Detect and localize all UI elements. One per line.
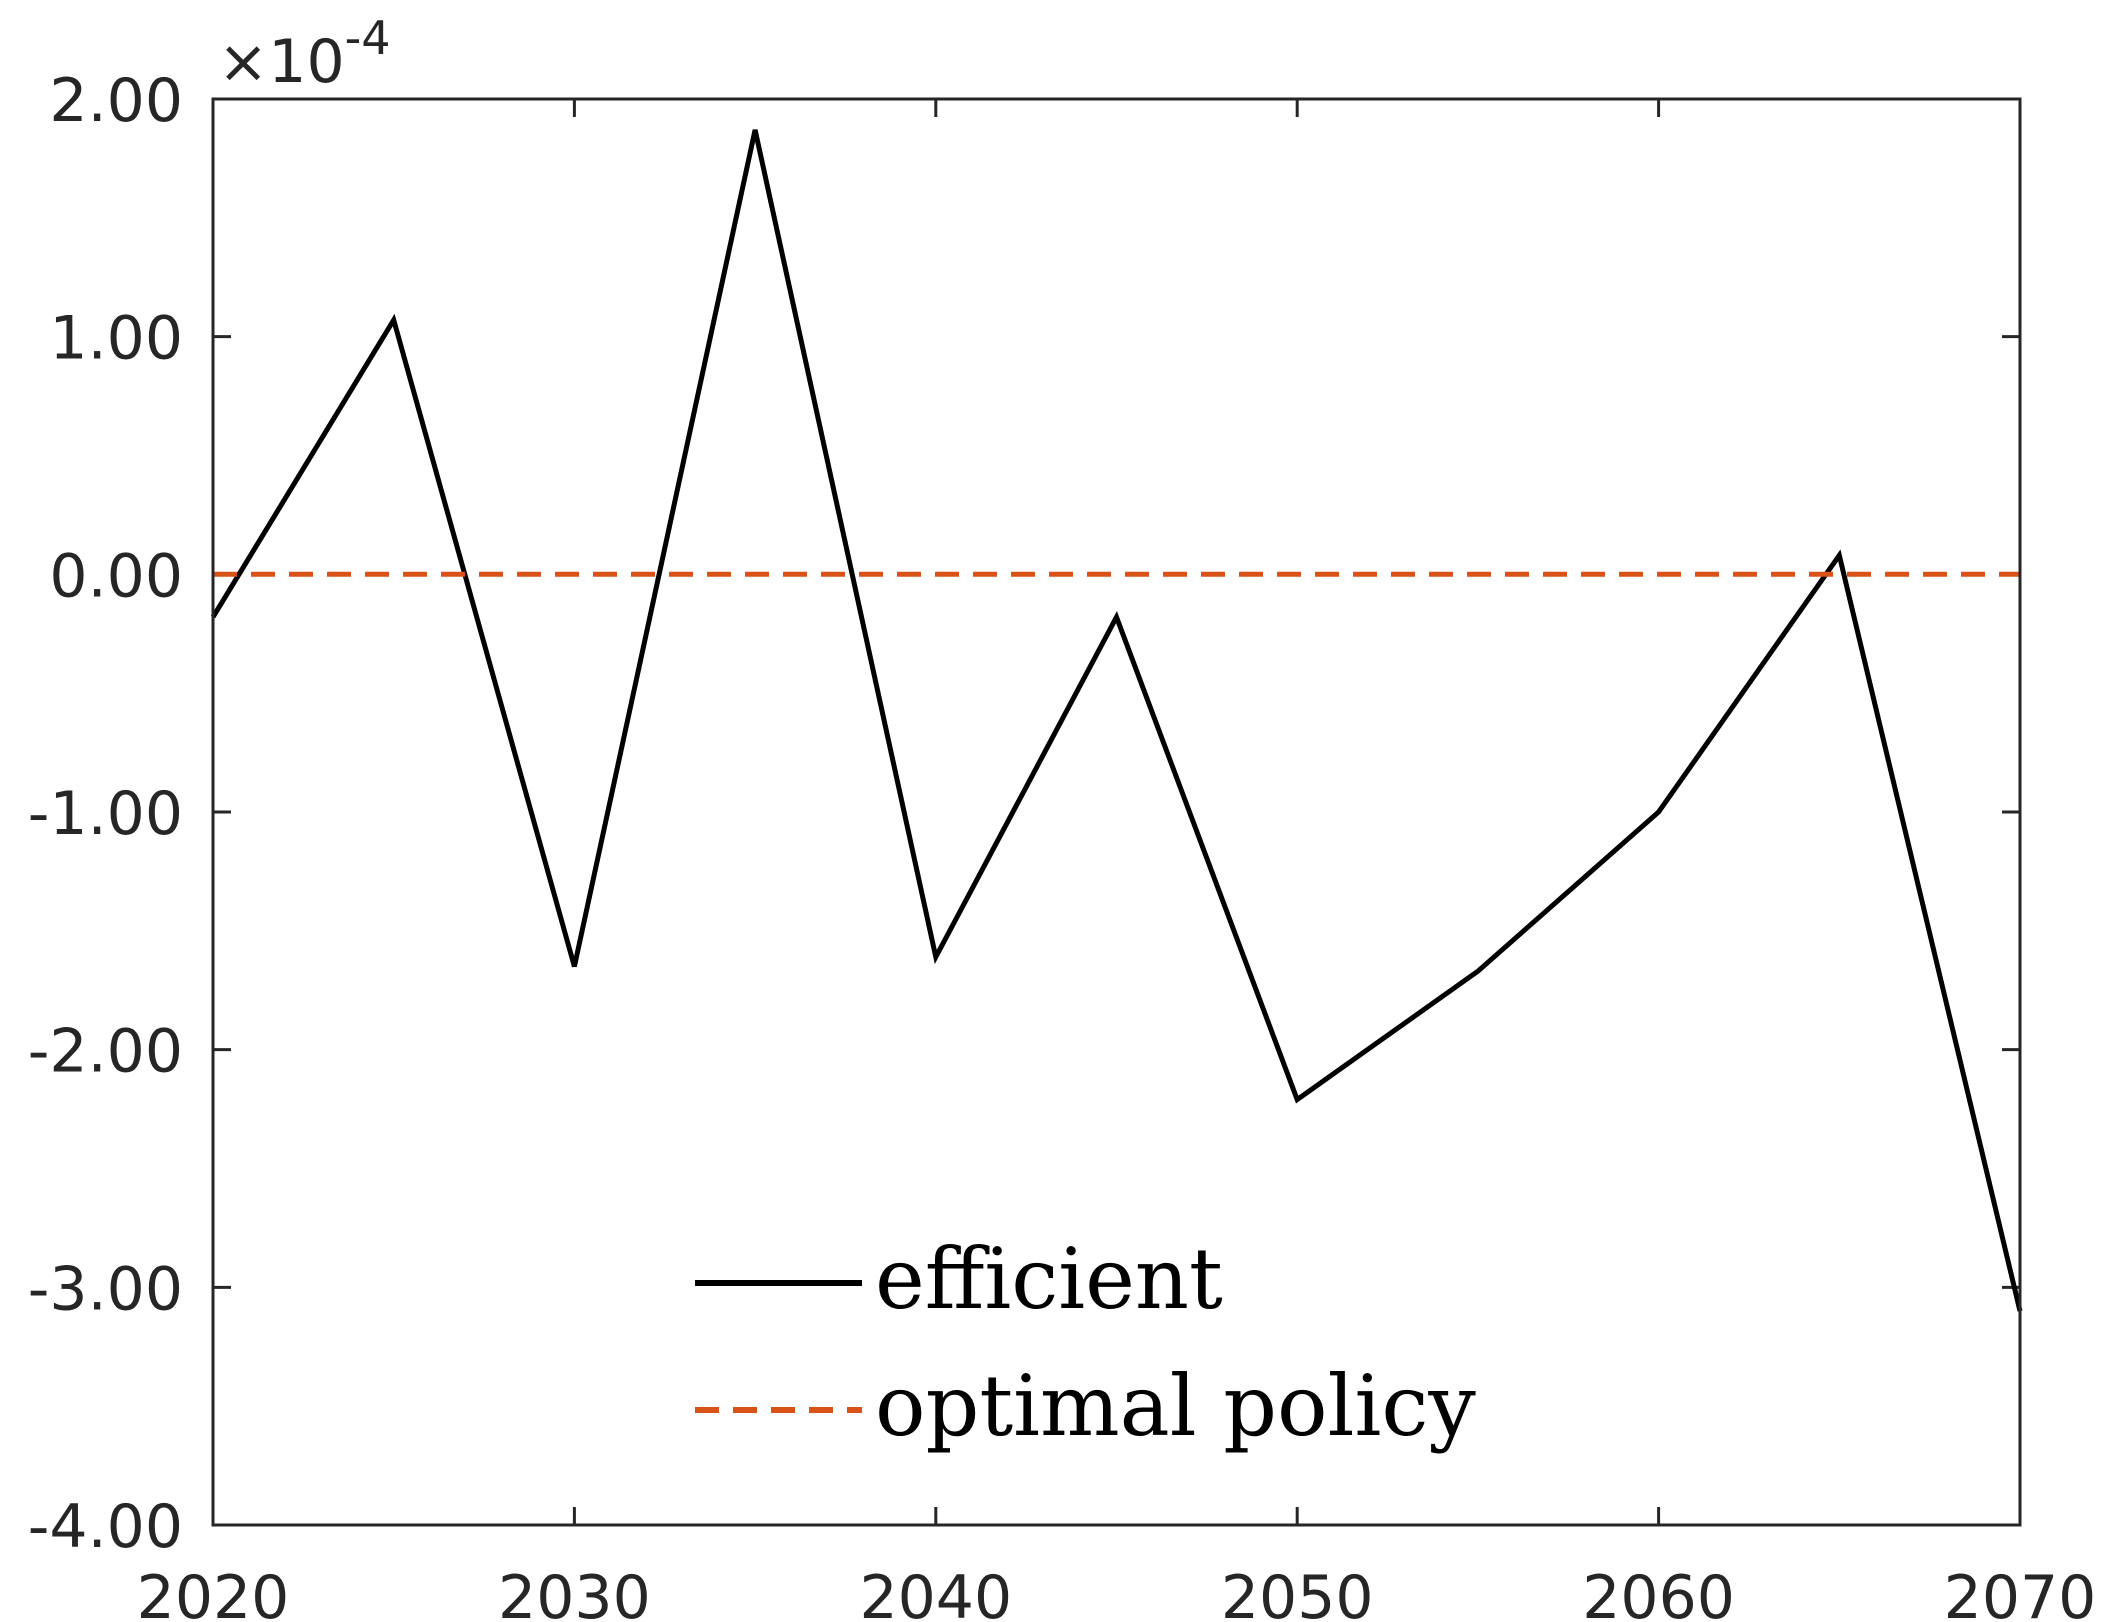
plot-area-frame [211,97,2022,1527]
y-tick-label: 2.00 [49,66,183,136]
x-tick-labels: 2020 2030 2040 2050 2060 2070 [137,1563,2097,1622]
x-tick-label: 2040 [859,1563,1012,1622]
series-line-efficient [210,129,2023,1312]
y-tick-label: -2.00 [28,1017,183,1087]
y-tick-label: -4.00 [28,1492,183,1562]
x-tick-label: 2070 [1944,1563,2097,1622]
exponent-power: -4 [345,11,391,65]
legend-label-optimal-policy: optimal policy [875,1357,1476,1455]
x-tick-label: 2060 [1582,1563,1735,1622]
x-tick-label: 2030 [498,1563,651,1622]
exponent-base: ×10 [218,27,345,97]
y-tick-label: -1.00 [28,779,183,849]
x-tick-label: 2050 [1221,1563,1374,1622]
y-tick-label: -3.00 [28,1254,183,1324]
x-tick-label: 2020 [137,1563,290,1622]
y-tick-label: 1.00 [49,304,183,374]
y-tick-labels: -4.00 -3.00 -2.00 -1.00 0.00 1.00 2.00 [28,66,183,1562]
y-tick-label: 0.00 [49,541,183,611]
series-lines [210,129,2023,1312]
legend: efficient optimal policy [695,1230,1476,1455]
legend-label-efficient: efficient [875,1230,1223,1328]
y-axis-exponent: ×10-4 [218,11,391,97]
